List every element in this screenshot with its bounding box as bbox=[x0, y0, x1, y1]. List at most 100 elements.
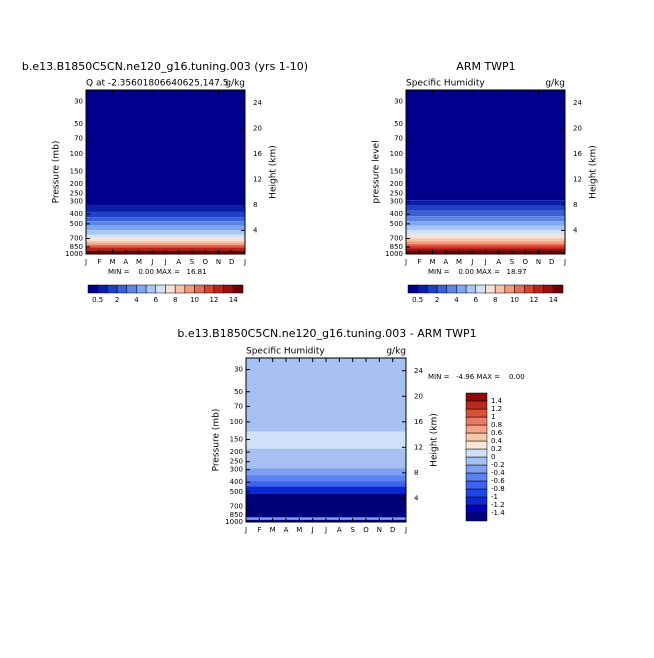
subtitle-right: g/kg bbox=[386, 347, 406, 357]
contour-band bbox=[406, 247, 565, 249]
contour-band bbox=[406, 243, 565, 246]
colorbar-box bbox=[184, 284, 195, 294]
contour-band bbox=[86, 240, 245, 244]
contour-band bbox=[406, 216, 565, 222]
contour-band bbox=[86, 247, 245, 250]
contour-band bbox=[246, 481, 406, 487]
y-tick-label: 500 bbox=[230, 488, 243, 496]
y-tick-label: 250 bbox=[70, 190, 83, 198]
y-tick-label: 200 bbox=[390, 180, 403, 188]
y2-tick-label: 20 bbox=[253, 124, 262, 132]
y-tick-label: 850 bbox=[390, 243, 403, 251]
x-tick-label: S bbox=[510, 258, 515, 266]
y-tick-label: 100 bbox=[70, 150, 83, 158]
y-tick-label: 300 bbox=[70, 198, 83, 206]
y-tick-label: 200 bbox=[70, 180, 83, 188]
colorbar-label: 6 bbox=[474, 296, 479, 304]
y-tick-label: 100 bbox=[230, 418, 243, 426]
y-tick-label: 150 bbox=[70, 168, 83, 176]
colorbar-box bbox=[465, 432, 488, 442]
colorbar-label: 1.2 bbox=[491, 405, 502, 413]
contour-band bbox=[86, 90, 245, 206]
colorbar-label: 1 bbox=[491, 413, 495, 421]
colorbar-label: 8 bbox=[493, 296, 497, 304]
min-max: MIN = 0.00 MAX = 16.81 bbox=[108, 268, 207, 276]
colorbar-box bbox=[465, 424, 488, 434]
x-tick-label: J bbox=[150, 258, 153, 266]
colorbar-label: -1 bbox=[491, 493, 498, 501]
colorbar-box bbox=[204, 284, 215, 294]
colorbar-box bbox=[465, 480, 488, 490]
contour-band bbox=[406, 234, 565, 239]
y-tick-label: 700 bbox=[230, 502, 243, 510]
y-tick-label: 150 bbox=[230, 436, 243, 444]
colorbar-box bbox=[465, 472, 488, 482]
colorbar-label: 0 bbox=[491, 453, 495, 461]
x-tick-label: O bbox=[522, 258, 528, 266]
x-tick-label: A bbox=[443, 258, 448, 266]
contour-band bbox=[406, 225, 565, 231]
colorbar-box bbox=[475, 284, 486, 294]
colorbar-box bbox=[436, 284, 447, 294]
x-tick-label: A bbox=[123, 258, 128, 266]
y2-tick-label: 12 bbox=[573, 175, 582, 183]
x-tick-label: J bbox=[470, 258, 473, 266]
colorbar-label: 14 bbox=[549, 296, 558, 304]
colorbar-label: 4 bbox=[454, 296, 459, 304]
y-tick-label: 400 bbox=[70, 210, 83, 218]
contour-band bbox=[406, 248, 565, 251]
colorbar-label: 6 bbox=[154, 296, 159, 304]
colorbar-box bbox=[456, 284, 467, 294]
y2-tick-label: 24 bbox=[414, 367, 423, 375]
colorbar-box bbox=[446, 284, 457, 294]
colorbar-label: 10 bbox=[190, 296, 199, 304]
colorbar-label: 0.4 bbox=[491, 437, 503, 445]
colorbar-box bbox=[524, 284, 535, 294]
y-tick-label: 200 bbox=[230, 448, 243, 456]
contour-band bbox=[86, 211, 245, 218]
y2-tick-label: 16 bbox=[414, 418, 423, 426]
colorbar-box bbox=[485, 284, 496, 294]
y2-tick-label: 20 bbox=[414, 392, 423, 400]
contour-band bbox=[406, 205, 565, 211]
colorbar-box bbox=[97, 284, 108, 294]
y2-tick-label: 20 bbox=[573, 124, 582, 132]
colorbar-box bbox=[417, 284, 428, 294]
colorbar-box bbox=[533, 284, 544, 294]
x-tick-label: M bbox=[109, 258, 115, 266]
x-tick-label: N bbox=[216, 258, 221, 266]
x-tick-label: J bbox=[163, 258, 166, 266]
y-tick-label: 30 bbox=[394, 98, 403, 106]
y-tick-label: 850 bbox=[70, 243, 83, 251]
contour-band bbox=[246, 486, 406, 494]
x-tick-label: S bbox=[350, 526, 355, 534]
y-tick-label: 70 bbox=[394, 134, 403, 142]
colorbar-box bbox=[145, 284, 157, 294]
x-tick-label: O bbox=[202, 258, 208, 266]
x-tick-label: S bbox=[190, 258, 195, 266]
colorbar-box bbox=[136, 284, 147, 294]
colorbar-box bbox=[87, 284, 98, 294]
colorbar-box bbox=[465, 488, 488, 498]
colorbar-box bbox=[465, 392, 488, 402]
contour-band bbox=[86, 217, 245, 222]
contour-band bbox=[86, 221, 245, 226]
contour-band bbox=[246, 493, 406, 518]
x-tick-label: J bbox=[324, 526, 327, 534]
y-tick-label: 50 bbox=[234, 388, 243, 396]
contour-band bbox=[86, 230, 245, 235]
colorbar-label: -1.2 bbox=[491, 501, 505, 509]
x-tick-label: D bbox=[390, 526, 395, 534]
min-max: MIN = 0.00 MAX = 18.97 bbox=[428, 268, 527, 276]
x-tick-label: F bbox=[97, 258, 101, 266]
x-tick-label: J bbox=[404, 526, 407, 534]
subtitle-right: g/kg bbox=[225, 79, 245, 89]
colorbar-label: 8 bbox=[173, 296, 177, 304]
colorbar-box bbox=[427, 284, 438, 294]
x-tick-label: A bbox=[284, 526, 289, 534]
subtitle-left: Q at -2.35601806640625,147.5 bbox=[86, 79, 228, 89]
colorbar-label: -0.4 bbox=[491, 469, 505, 477]
y-tick-label: 70 bbox=[74, 134, 83, 142]
contour-band bbox=[406, 245, 565, 248]
